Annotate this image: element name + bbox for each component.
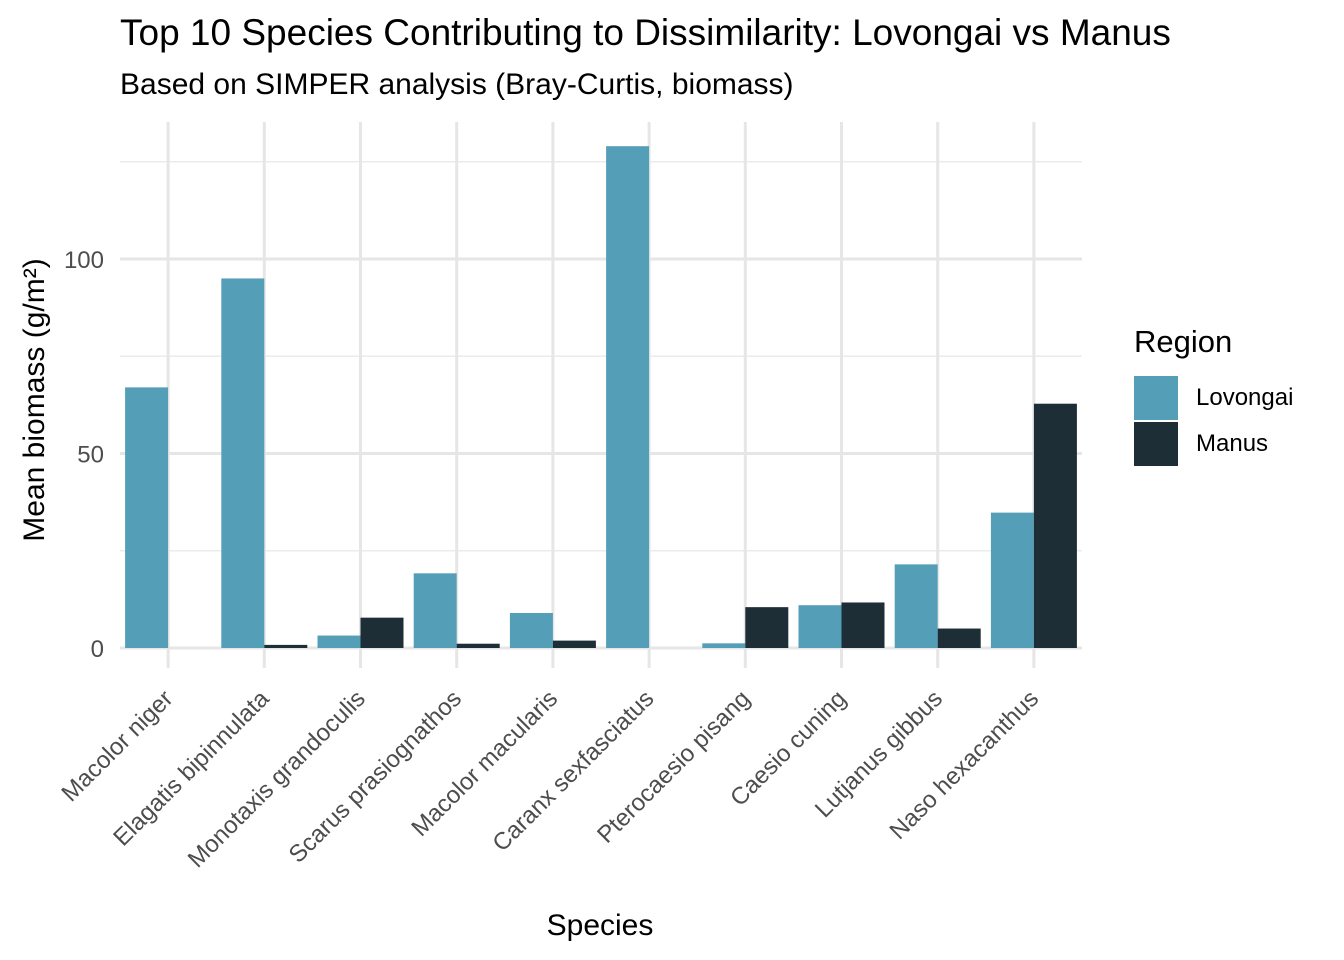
y-axis: 0 50 100 bbox=[64, 247, 104, 663]
x-tick-label: Elagatis bipinnulata bbox=[108, 685, 275, 852]
bar-lovongai-3 bbox=[317, 635, 361, 648]
x-axis-label: Species bbox=[547, 909, 654, 942]
y-tick-label: 0 bbox=[91, 636, 104, 663]
bar-manus-5 bbox=[552, 640, 596, 648]
bar-manus-7 bbox=[745, 607, 789, 648]
legend: Region Lovongai Manus bbox=[1134, 324, 1293, 468]
x-tick-label: Scarus prasiognathos bbox=[284, 685, 467, 868]
bar-manus-4 bbox=[456, 643, 500, 648]
bar-lovongai-1 bbox=[125, 387, 169, 648]
bar-lovongai-8 bbox=[798, 605, 842, 648]
legend-label-manus: Manus bbox=[1196, 430, 1269, 457]
bar-manus-10 bbox=[1033, 403, 1077, 648]
bar-manus-8 bbox=[841, 602, 885, 648]
y-tick-label: 50 bbox=[77, 442, 104, 469]
y-axis-label: Mean biomass (g/m²) bbox=[18, 258, 51, 541]
legend-title: Region bbox=[1134, 324, 1233, 359]
bar-lovongai-5 bbox=[509, 612, 553, 648]
y-tick-label: 100 bbox=[64, 247, 104, 274]
legend-item-manus: Manus bbox=[1134, 422, 1293, 466]
chart-subtitle: Based on SIMPER analysis (Bray-Curtis, b… bbox=[120, 68, 794, 101]
x-tick-label: Monotaxis grandoculis bbox=[183, 685, 371, 873]
bar-lovongai-9 bbox=[894, 564, 938, 648]
legend-key-lovongai bbox=[1134, 376, 1178, 420]
chart-title: Top 10 Species Contributing to Dissimila… bbox=[120, 12, 1171, 53]
bar-lovongai-6 bbox=[606, 146, 650, 648]
legend-key-manus bbox=[1134, 422, 1178, 466]
legend-label-lovongai: Lovongai bbox=[1196, 384, 1294, 411]
bar-manus-2 bbox=[264, 644, 308, 648]
x-tick-label: Caranx sexfasciatus bbox=[487, 685, 659, 857]
bar-lovongai-7 bbox=[702, 643, 746, 648]
bar-lovongai-2 bbox=[221, 278, 265, 648]
bar-lovongai-10 bbox=[990, 512, 1034, 648]
bar-manus-3 bbox=[360, 617, 404, 648]
bars bbox=[125, 146, 1077, 648]
legend-item-lovongai: Lovongai bbox=[1134, 376, 1293, 420]
bar-lovongai-4 bbox=[413, 573, 457, 648]
bar-manus-9 bbox=[937, 628, 981, 648]
